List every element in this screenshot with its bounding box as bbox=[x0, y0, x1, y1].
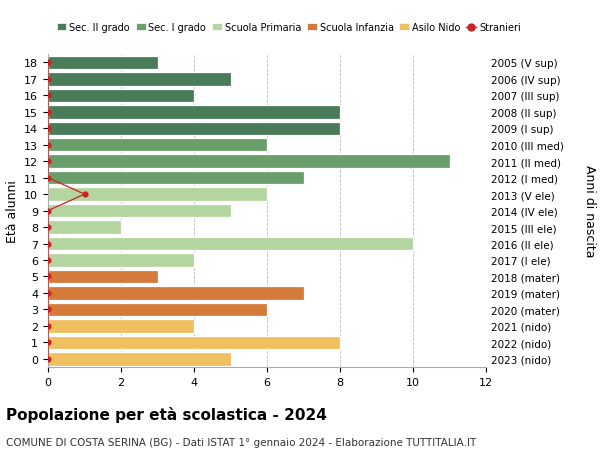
Point bbox=[43, 257, 53, 264]
Point bbox=[43, 224, 53, 231]
Bar bbox=[48, 336, 340, 349]
Point bbox=[43, 339, 53, 346]
Bar bbox=[48, 270, 157, 284]
Point bbox=[43, 273, 53, 280]
Bar bbox=[48, 155, 449, 168]
Bar bbox=[48, 204, 230, 218]
Legend: Sec. II grado, Sec. I grado, Scuola Primaria, Scuola Infanzia, Asilo Nido, Stran: Sec. II grado, Sec. I grado, Scuola Prim… bbox=[53, 19, 524, 37]
Bar bbox=[48, 90, 194, 103]
Point bbox=[43, 92, 53, 100]
Point bbox=[43, 355, 53, 363]
Text: Popolazione per età scolastica - 2024: Popolazione per età scolastica - 2024 bbox=[6, 406, 327, 422]
Bar bbox=[48, 106, 340, 119]
Bar bbox=[48, 237, 413, 251]
Point bbox=[43, 109, 53, 116]
Point bbox=[43, 142, 53, 149]
Bar bbox=[48, 221, 121, 234]
Bar bbox=[48, 352, 230, 366]
Bar bbox=[48, 122, 340, 136]
Bar bbox=[48, 286, 304, 300]
Y-axis label: Anni di nascita: Anni di nascita bbox=[583, 165, 596, 257]
Text: COMUNE DI COSTA SERINA (BG) - Dati ISTAT 1° gennaio 2024 - Elaborazione TUTTITAL: COMUNE DI COSTA SERINA (BG) - Dati ISTAT… bbox=[6, 437, 476, 447]
Bar bbox=[48, 303, 267, 316]
Point bbox=[80, 191, 89, 198]
Bar bbox=[48, 56, 157, 70]
Bar bbox=[48, 254, 194, 267]
Bar bbox=[48, 172, 304, 185]
Point bbox=[43, 306, 53, 313]
Bar bbox=[48, 139, 267, 152]
Y-axis label: Età alunni: Età alunni bbox=[5, 180, 19, 242]
Bar bbox=[48, 73, 230, 86]
Bar bbox=[48, 188, 267, 202]
Point bbox=[43, 158, 53, 166]
Point bbox=[43, 174, 53, 182]
Point bbox=[43, 323, 53, 330]
Point bbox=[43, 76, 53, 84]
Point bbox=[43, 60, 53, 67]
Point bbox=[43, 290, 53, 297]
Point bbox=[43, 241, 53, 248]
Bar bbox=[48, 319, 194, 333]
Point bbox=[43, 125, 53, 133]
Point bbox=[43, 207, 53, 215]
